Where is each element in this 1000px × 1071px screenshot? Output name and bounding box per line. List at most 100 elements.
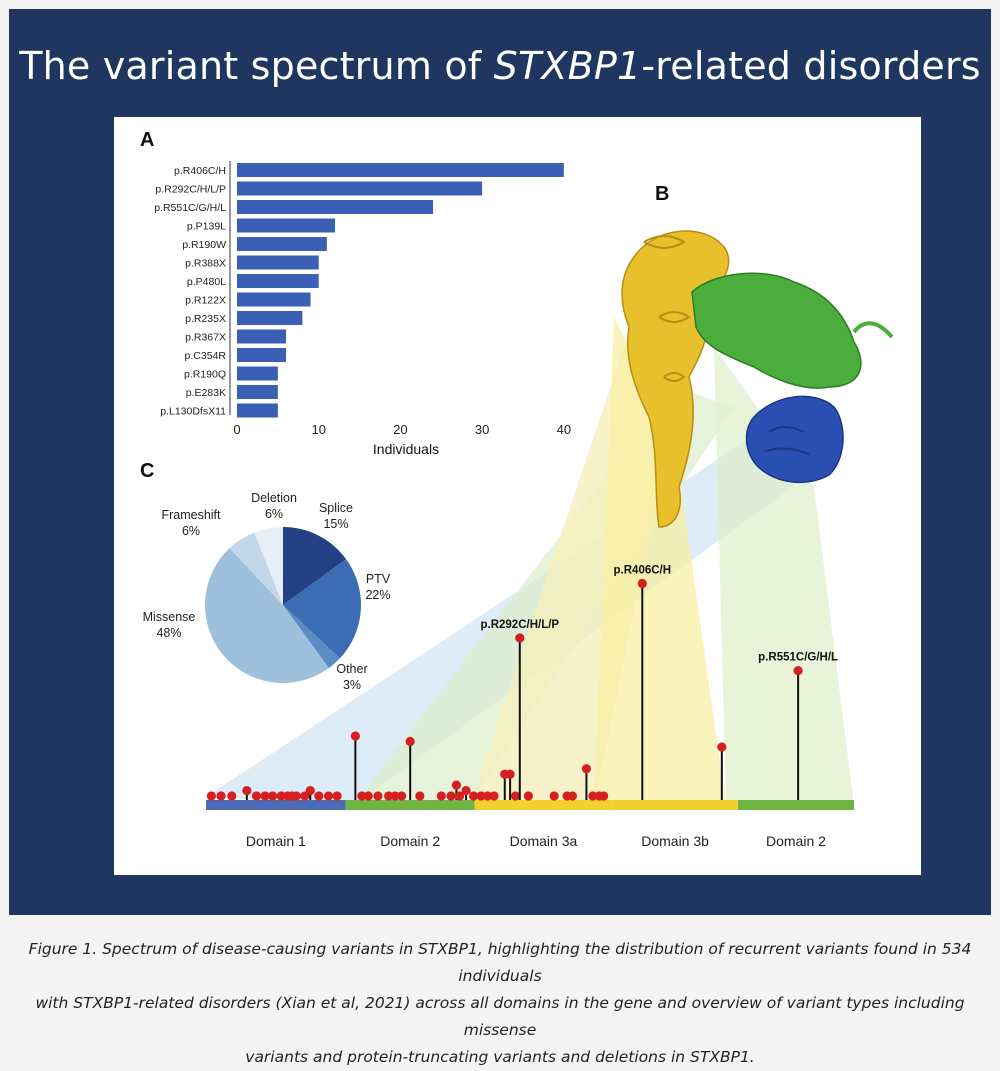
lollipop-point	[489, 791, 499, 801]
bar	[237, 255, 319, 270]
bar-category-label: p.P480L	[187, 276, 226, 288]
bar-category-label: p.E283K	[186, 387, 226, 399]
bar-category-label: p.R122X	[185, 295, 226, 307]
lollipop-point	[268, 791, 278, 801]
domain-connectors	[206, 317, 854, 805]
lollipop-point	[323, 791, 334, 801]
lollipop-point	[588, 791, 598, 801]
pie-slice-label: Missense	[143, 610, 196, 624]
pie-slice	[204, 548, 329, 684]
caption-line: with STXBP1-related disorders (Xian et a…	[35, 994, 965, 1039]
bar	[237, 181, 483, 196]
x-tick-label: 40	[557, 422, 571, 437]
domain-bar	[612, 800, 738, 810]
lollipop-point	[405, 736, 415, 747]
bar-category-label: p.R190W	[182, 239, 226, 251]
lollipop-point	[793, 666, 803, 676]
variant-label: p.R551C/G/H/L	[758, 652, 838, 664]
pie-slice-pct: 6%	[265, 507, 283, 521]
lollipop-point	[373, 791, 383, 801]
lollipop-point	[482, 791, 493, 801]
variant-label: p.R406C/H	[614, 564, 672, 576]
bar	[237, 329, 287, 344]
bar	[237, 311, 303, 325]
bar-category-label: p.R367X	[185, 332, 226, 344]
pie-slice-label: Other	[336, 662, 367, 676]
lollipop-point	[314, 791, 324, 801]
lollipop-point	[291, 791, 301, 801]
bar-chart-xlabel: Individuals	[373, 441, 439, 457]
domain-bar	[474, 800, 613, 810]
pie-slice-label: Splice	[319, 501, 353, 515]
pie-slice	[283, 559, 361, 659]
domain-bar	[345, 800, 475, 810]
panel-label-c: C	[140, 460, 154, 482]
bar-category-label: p.P139L	[187, 221, 226, 233]
bar	[237, 385, 278, 399]
lollipop-point	[476, 791, 486, 801]
panel-label-b: B	[655, 183, 669, 205]
lollipop-point	[510, 791, 521, 801]
x-tick-label: 10	[311, 422, 325, 437]
domain-bar	[206, 800, 346, 810]
lollipop-point	[227, 791, 237, 801]
lollipop-point	[363, 791, 373, 801]
lollipop-point	[332, 791, 342, 801]
lollipop-point	[637, 578, 647, 589]
bar-category-label: p.R292C/H/L/P	[155, 184, 226, 196]
bar-category-label: p.R235X	[185, 313, 226, 325]
bar-chart: Individuals p.R406C/H p.R292C/H/L/P p.R551…	[154, 161, 571, 457]
pie-slice-pct: 15%	[323, 517, 348, 531]
bar	[237, 366, 278, 381]
x-tick-label: 20	[393, 422, 407, 437]
pie-slice-label: Frameshift	[161, 508, 221, 522]
domain-label: Domain 3b	[641, 833, 709, 849]
bar-category-label: p.R406C/H	[174, 165, 226, 177]
page-title: The variant spectrum of STXBP1-related d…	[19, 44, 981, 88]
lollipop-point	[242, 785, 252, 796]
protein-structure-image	[621, 230, 894, 528]
figure-caption: Figure 1. Spectrum of disease-causing va…	[0, 936, 1000, 1071]
domain-label: Domain 3a	[510, 833, 578, 849]
lollipop-point	[436, 791, 446, 801]
bar	[237, 403, 278, 418]
pie-slice	[229, 532, 283, 605]
caption-line: Figure 1. Spectrum of disease-causing va…	[28, 940, 972, 985]
lollipop-point	[276, 791, 286, 801]
x-tick-label: 0	[233, 422, 240, 437]
bar-category-label: p.R551C/G/H/L	[154, 202, 226, 214]
lollipop-point	[216, 791, 226, 801]
lollipop-point	[415, 791, 425, 801]
lollipop-point	[357, 791, 367, 801]
bar-category-label: p.L130DfsX11	[160, 406, 226, 418]
lollipop-point	[451, 780, 461, 790]
lollipop-point	[446, 791, 456, 801]
pie-chart: Splice 15% PTV 22% Other 3% Missense 48% Framesh…	[143, 491, 391, 692]
domain-label: Domain 1	[246, 833, 306, 849]
bar	[237, 292, 311, 307]
lollipop-point	[455, 791, 465, 801]
lollipop-point	[305, 785, 315, 796]
lollipop-point	[549, 791, 559, 801]
lollipop-plot: Domain 1 Domain 2 Domain 3a Domain 3b Domain…	[206, 564, 854, 849]
pie-slice-label: Deletion	[251, 491, 297, 505]
lollipop-point	[461, 785, 471, 796]
lollipop-point	[384, 791, 394, 801]
lollipop-point	[468, 791, 479, 801]
lollipop-point	[581, 764, 592, 774]
pie-slice-pct: 48%	[156, 626, 181, 640]
bar	[237, 218, 336, 233]
bar	[237, 274, 319, 288]
pie-slice-label: PTV	[366, 572, 391, 586]
lollipop-point	[717, 742, 727, 752]
bar	[237, 348, 287, 362]
bar	[237, 200, 434, 214]
lollipop-point	[206, 791, 216, 801]
bar-category-label: p.C354R	[185, 350, 227, 362]
pie-slice-pct: 6%	[182, 524, 200, 538]
caption-line: variants and protein-truncating variants…	[245, 1048, 755, 1066]
lollipop-point	[396, 791, 407, 801]
bar-category-label: p.R190Q	[184, 369, 226, 381]
panel-label-a: A	[140, 129, 154, 151]
bar	[237, 237, 327, 251]
